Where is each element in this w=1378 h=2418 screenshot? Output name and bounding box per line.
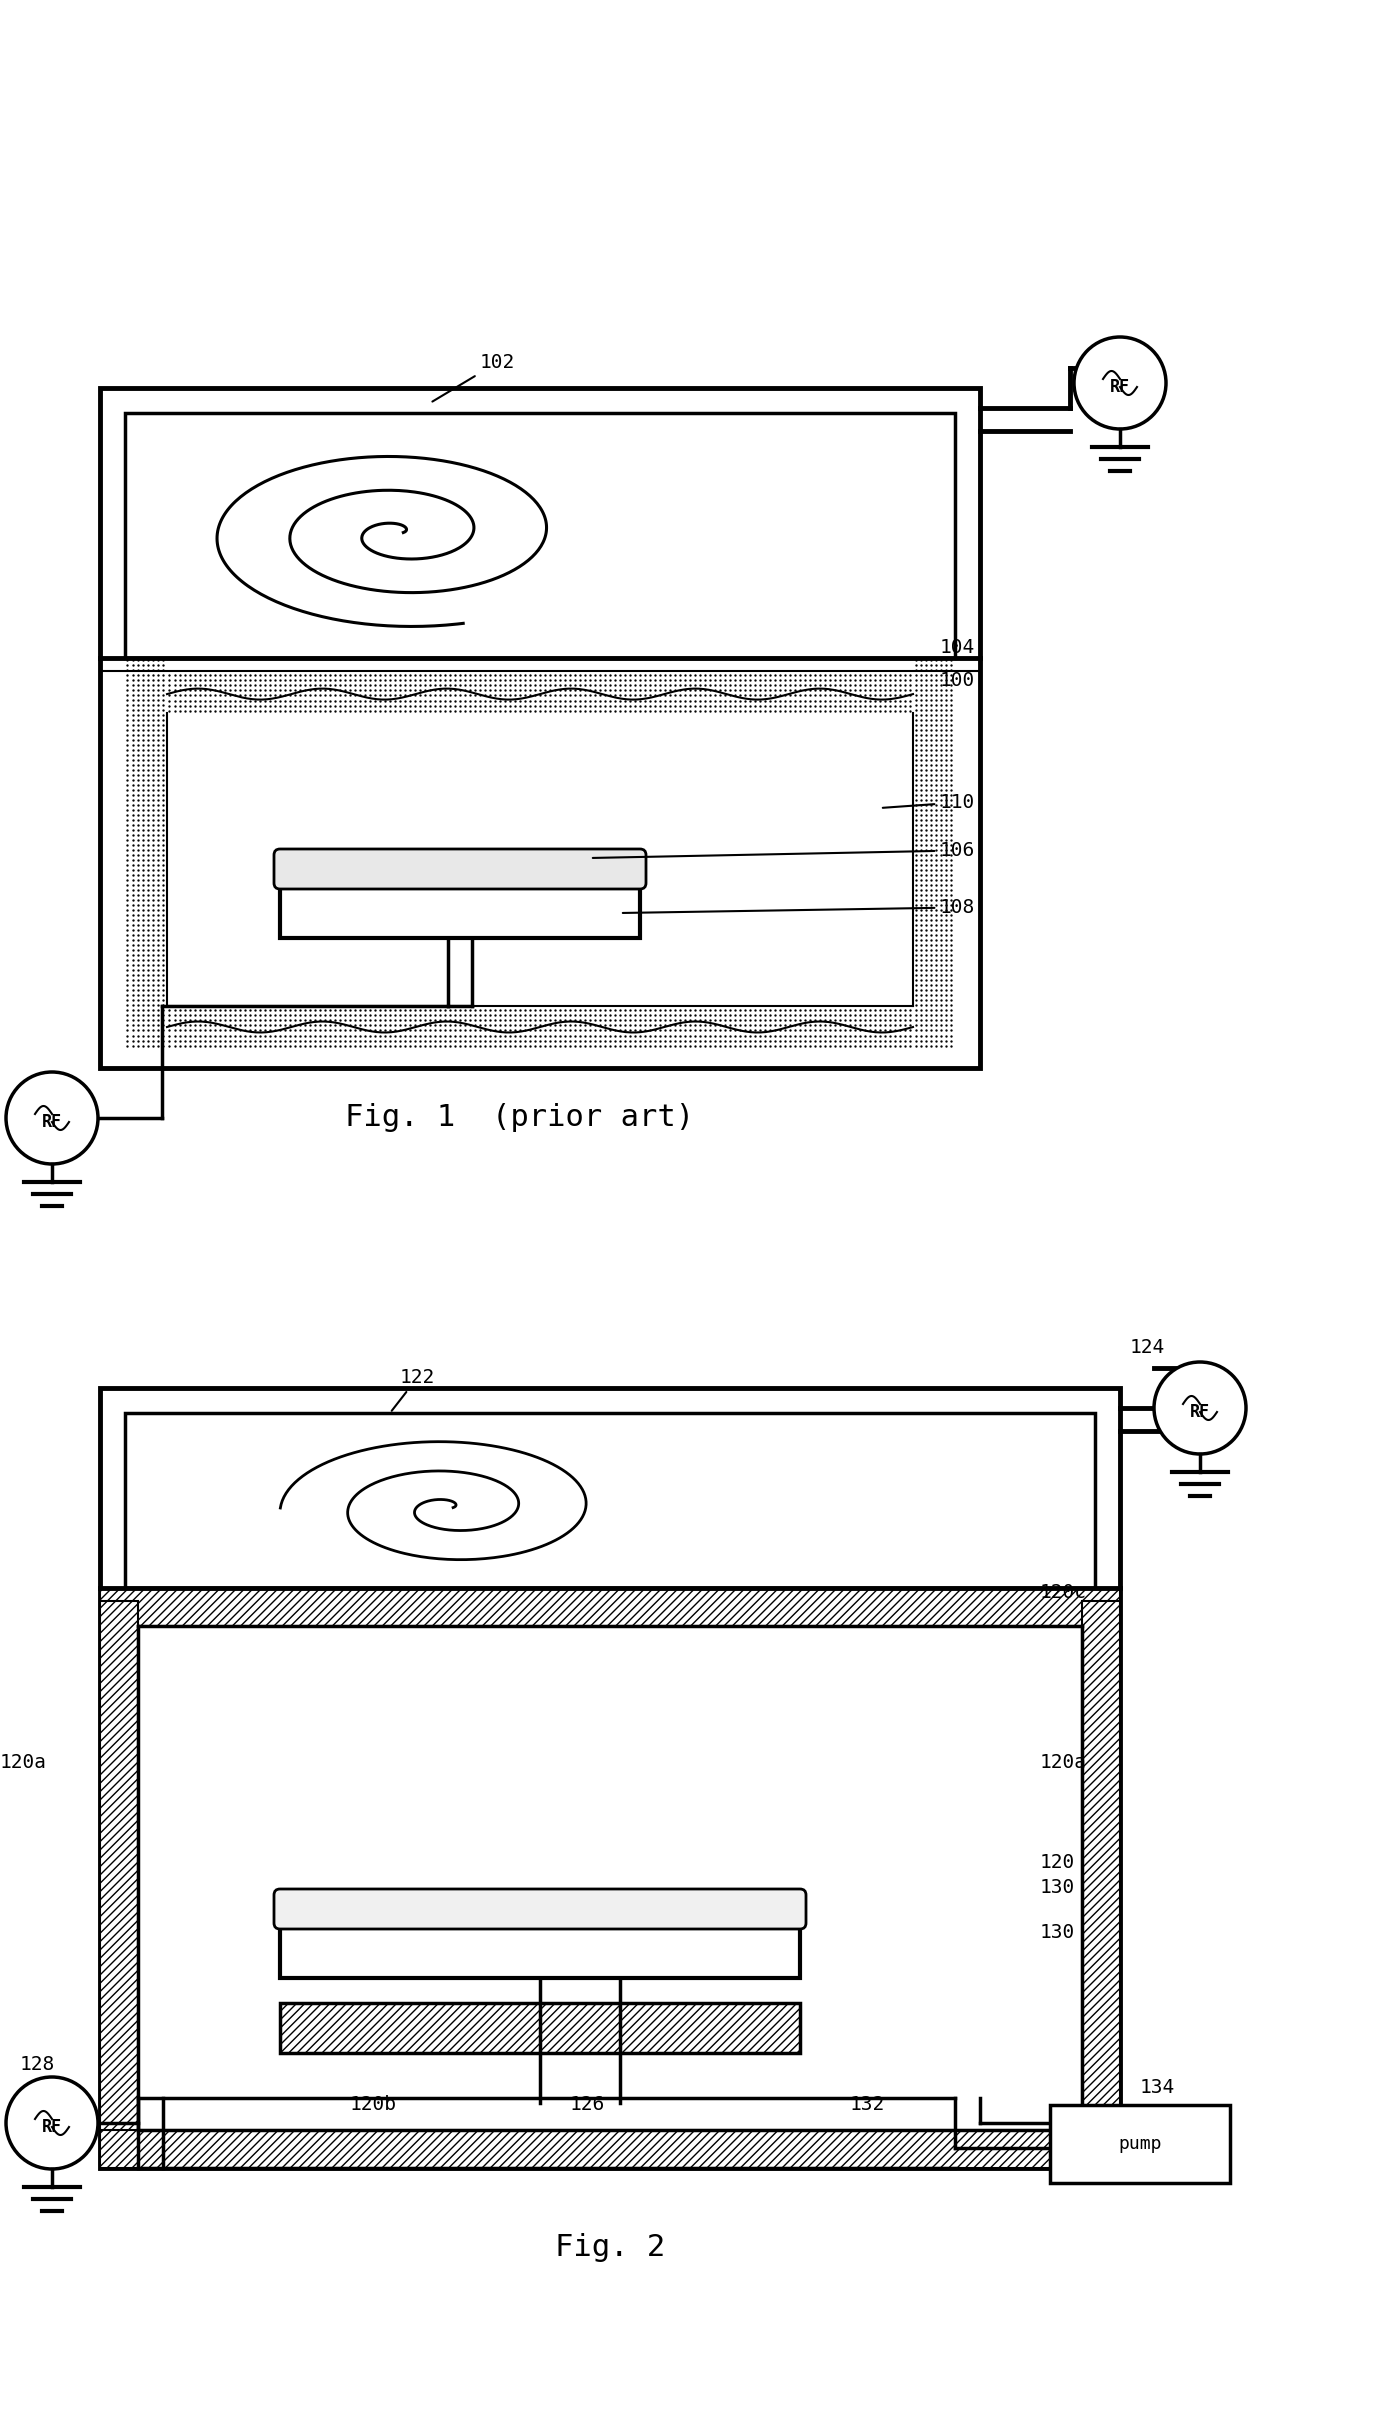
Bar — [125, 658, 955, 1047]
Text: RF: RF — [1191, 1402, 1210, 1422]
Bar — [280, 883, 639, 938]
Bar — [125, 1412, 1096, 1589]
Text: 132: 132 — [850, 2094, 885, 2113]
Text: 100: 100 — [940, 672, 976, 689]
Bar — [280, 1922, 801, 1978]
Text: 130: 130 — [1040, 1879, 1075, 1898]
Bar — [1050, 2106, 1231, 2183]
FancyBboxPatch shape — [274, 1888, 806, 1930]
Circle shape — [6, 2077, 98, 2169]
Text: 120b: 120b — [350, 2094, 397, 2113]
Text: Fig. 1  (prior art): Fig. 1 (prior art) — [346, 1103, 695, 1132]
Circle shape — [1073, 336, 1166, 428]
Text: 122: 122 — [391, 1369, 435, 1410]
Bar — [101, 387, 980, 1069]
Text: 130: 130 — [1040, 1922, 1075, 1942]
Text: 120a: 120a — [0, 1753, 47, 1772]
Text: 108: 108 — [623, 897, 976, 916]
Text: Fig. 2: Fig. 2 — [555, 2234, 666, 2263]
Bar — [167, 1006, 914, 1047]
Text: RF: RF — [41, 2118, 62, 2135]
Text: 120c: 120c — [1040, 1584, 1087, 1603]
Circle shape — [6, 1071, 98, 1163]
Text: 102: 102 — [433, 353, 515, 401]
Bar — [101, 1388, 1120, 2169]
Circle shape — [1153, 1361, 1246, 1453]
Bar — [280, 2002, 801, 2053]
Text: RF: RF — [41, 1112, 62, 1132]
Text: 126: 126 — [570, 2094, 605, 2113]
Bar — [125, 658, 167, 1047]
Text: 120: 120 — [1040, 1852, 1075, 1872]
Text: RF: RF — [1111, 377, 1130, 397]
Text: 124: 124 — [1130, 1337, 1166, 1356]
Text: 128: 128 — [21, 2055, 55, 2075]
Text: 106: 106 — [593, 841, 976, 861]
Bar — [101, 2130, 1120, 2169]
Text: 104: 104 — [940, 638, 976, 658]
Bar — [125, 413, 955, 658]
Bar — [101, 1589, 1120, 1625]
Text: 120a: 120a — [1040, 1753, 1087, 1772]
Bar — [101, 1601, 138, 2169]
Bar — [1082, 1601, 1120, 2169]
Bar — [167, 672, 914, 713]
Text: pump: pump — [1119, 2135, 1162, 2152]
FancyBboxPatch shape — [274, 849, 646, 890]
Bar — [914, 658, 955, 1047]
Text: 134: 134 — [1140, 2077, 1175, 2096]
Text: 110: 110 — [883, 793, 976, 812]
